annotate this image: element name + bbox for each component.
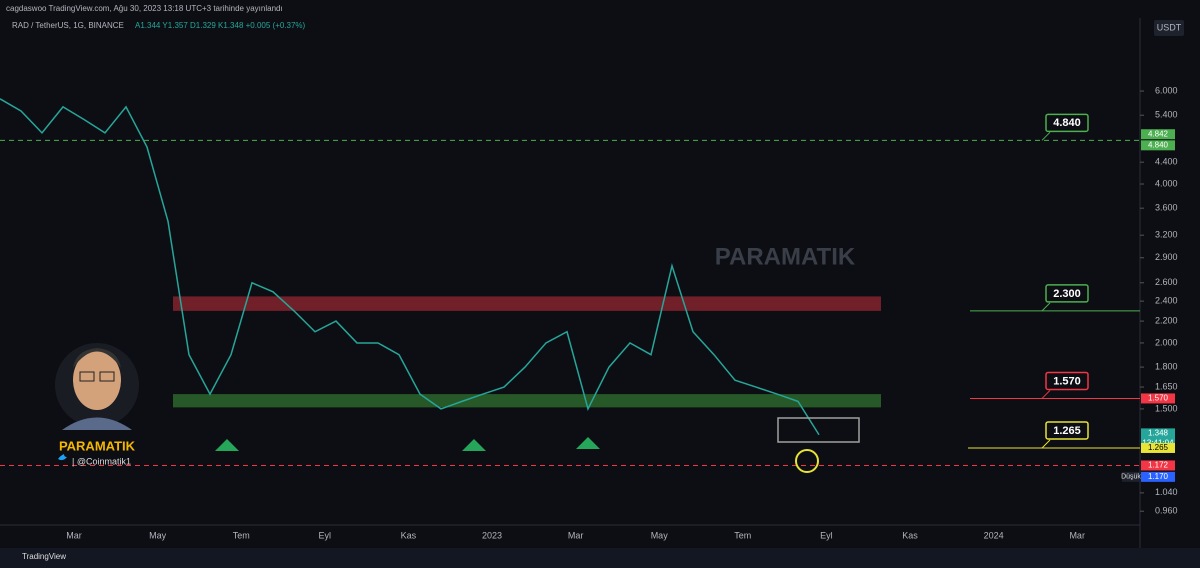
callout-pointer xyxy=(1041,131,1051,141)
callout-box xyxy=(1045,113,1089,133)
x-tick-label: Tem xyxy=(233,530,250,540)
currency: USDT xyxy=(1157,22,1182,32)
y-tick-label: 6.000 xyxy=(1155,85,1178,95)
callout-label: 1.265 xyxy=(1053,425,1081,437)
y-tick-label: 1.500 xyxy=(1155,403,1178,413)
publisher: cagdaswoo TradingView.com, Ağu 30, 2023 … xyxy=(6,4,283,13)
callout-pointer xyxy=(1041,302,1051,312)
x-tick-label: May xyxy=(149,530,167,540)
x-tick-label: 2023 xyxy=(482,530,502,540)
x-tick-label: May xyxy=(651,530,669,540)
price-line xyxy=(0,98,820,436)
logo-name: PARAMATIK xyxy=(59,438,136,453)
y-tick-label: 4.000 xyxy=(1155,178,1178,188)
y-tick-label: 2.400 xyxy=(1155,296,1178,306)
price-tag xyxy=(1141,129,1175,140)
y-tick-label: 2.200 xyxy=(1155,315,1178,325)
low-tag-title: Düşük xyxy=(1121,474,1141,481)
y-tick-label: 2.000 xyxy=(1155,337,1178,347)
x-tick-label: 2024 xyxy=(984,530,1004,540)
price-tag xyxy=(1141,460,1175,471)
footer: TradingView xyxy=(22,552,66,561)
price-tag-label: 1.348 xyxy=(1148,429,1169,438)
y-tick-label: 2.900 xyxy=(1155,252,1178,262)
zone xyxy=(173,394,881,408)
price-tag-label: 1.570 xyxy=(1148,394,1169,403)
ohlc: A1.344 Y1.357 D1.329 K1.348 +0.005 (+0.3… xyxy=(135,21,306,30)
y-tick-label: 0.960 xyxy=(1155,506,1178,516)
price-tag xyxy=(1141,393,1175,404)
callout-label: 2.300 xyxy=(1053,288,1081,300)
plot xyxy=(0,98,1140,466)
x-tick-label: Mar xyxy=(1069,530,1085,540)
callout-box xyxy=(1045,284,1089,303)
callout-box xyxy=(1045,371,1089,391)
x-tick-label: Kas xyxy=(401,530,417,540)
watermark: PARAMATIK xyxy=(715,243,856,270)
price-tag-label: 4.840 xyxy=(1148,140,1169,149)
price-tag xyxy=(1141,442,1175,453)
symbol: RAD / TetherUS, 1G, BINANCE xyxy=(12,21,124,30)
callout-label: 1.570 xyxy=(1053,375,1081,387)
x-tick-label: Mar xyxy=(66,530,82,540)
callout-box xyxy=(1045,421,1089,440)
y-tick-label: 1.800 xyxy=(1155,361,1178,371)
x-tick-label: Kas xyxy=(902,530,918,540)
low-tag-title-bg xyxy=(1122,471,1140,482)
x-tick-label: Mar xyxy=(568,530,584,540)
x-tick-label: Eyl xyxy=(319,530,332,540)
y-tick-label: 1.040 xyxy=(1155,487,1178,497)
y-tick-label: 4.400 xyxy=(1155,157,1178,167)
low-tag-label: 1.170 xyxy=(1148,472,1169,481)
callout-label: 4.840 xyxy=(1053,117,1081,129)
y-tick-label: 3.200 xyxy=(1155,230,1178,240)
price-tag-label: 1.172 xyxy=(1148,461,1169,470)
low-tag xyxy=(1141,471,1175,482)
price-tag xyxy=(1141,140,1175,151)
y-tick-label: 5.400 xyxy=(1155,110,1178,120)
logo-handle: | @Coinmatik1 xyxy=(72,456,131,466)
y-tick-label: 1.650 xyxy=(1155,381,1178,391)
price-tag-label: 4.842 xyxy=(1148,129,1169,138)
callout-pointer xyxy=(1041,439,1051,449)
x-tick-label: Eyl xyxy=(820,530,833,540)
price-tag-label: 1.265 xyxy=(1148,443,1169,452)
y-tick-label: 3.600 xyxy=(1155,203,1178,213)
y-tick-label: 2.600 xyxy=(1155,277,1178,287)
callout-pointer xyxy=(1041,390,1051,399)
zone xyxy=(173,296,881,311)
x-tick-label: Tem xyxy=(734,530,751,540)
